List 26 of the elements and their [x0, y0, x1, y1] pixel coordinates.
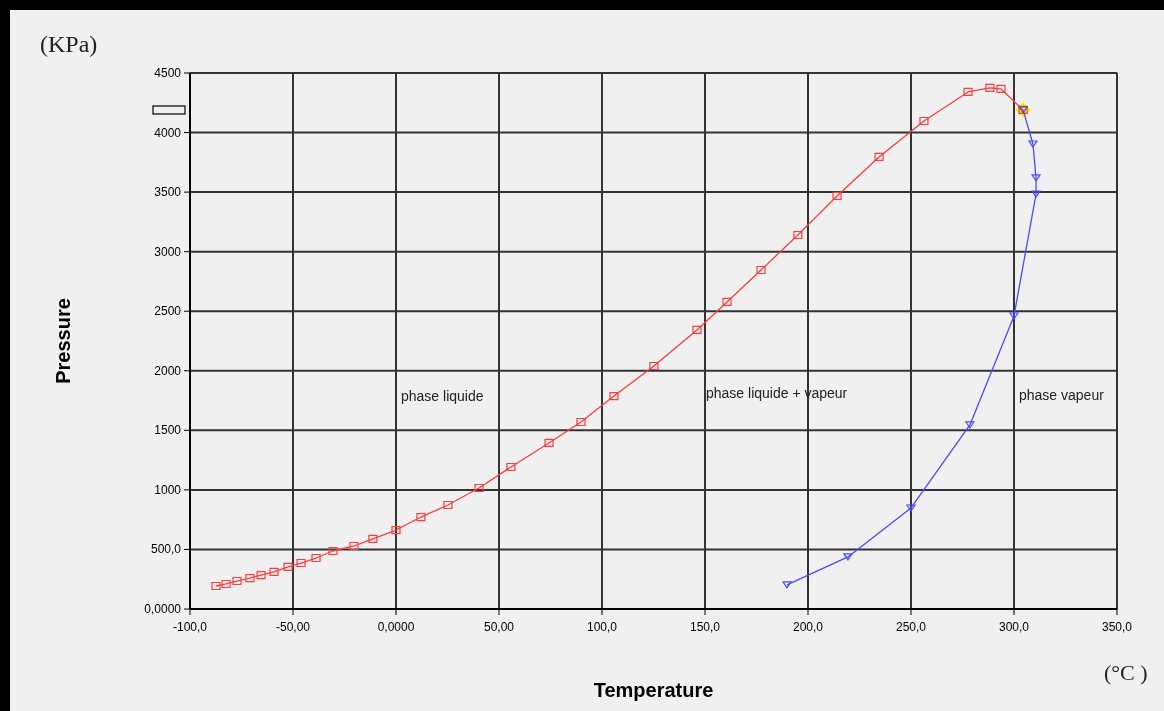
- x-tick-label: -50,00: [275, 620, 311, 634]
- x-tick-label: 350,0: [1101, 620, 1133, 634]
- annotation: phase vapeur: [1019, 387, 1105, 403]
- x-tick-label: 150,0: [689, 620, 721, 634]
- y-tick-label: 2000: [154, 363, 182, 378]
- y-tick-label: 3000: [154, 244, 182, 259]
- y-tick-label: 3500: [154, 185, 182, 200]
- y-axis-title: Pressure: [52, 298, 74, 384]
- text: (KPa): [40, 31, 98, 57]
- y-tick-label: 4500: [154, 66, 182, 80]
- y-tick-label: 1000: [154, 482, 182, 497]
- x-tick-label: 50,00: [483, 620, 515, 634]
- annotation: phase liquide: [401, 388, 484, 404]
- x-axis-title: Temperature: [593, 679, 714, 701]
- x-tick-label: 250,0: [895, 620, 927, 634]
- y-tick-label: 0,0000: [144, 602, 182, 616]
- y-tick-label: 2500: [154, 304, 182, 319]
- x-tick-label: 200,0: [792, 620, 824, 634]
- y-tick-label: 4000: [154, 125, 182, 140]
- y-tick-label: 500,0: [150, 542, 182, 557]
- y-tick-label: 1500: [154, 423, 182, 438]
- x-tick-label: 300,0: [998, 620, 1030, 634]
- x-tick-label: -100,0: [172, 620, 208, 634]
- x-tick-label: 100,0: [586, 620, 618, 634]
- x-tick-label: 0,0000: [377, 620, 415, 634]
- text: (°C ): [1104, 660, 1148, 685]
